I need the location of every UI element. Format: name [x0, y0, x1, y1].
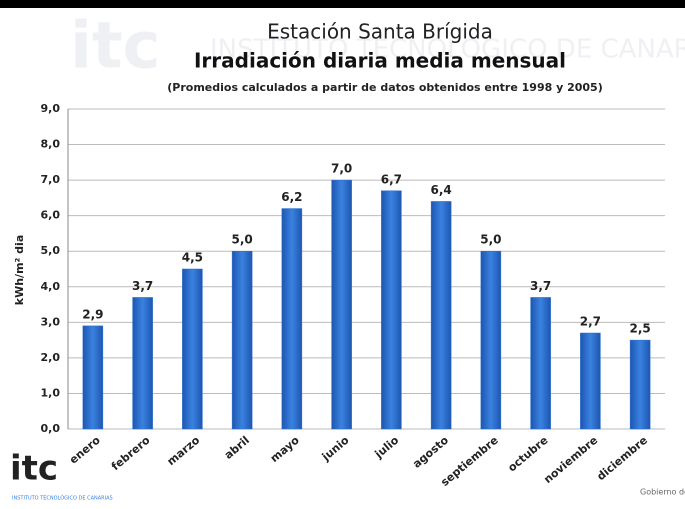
value-label: 6,2	[281, 190, 302, 204]
value-label: 3,7	[530, 279, 551, 293]
x-tick-label: abril	[222, 434, 252, 462]
watermark-logo: itc	[70, 10, 160, 84]
value-label: 7,0	[331, 162, 352, 176]
x-tick-label: octubre	[505, 434, 550, 475]
x-tick-label: mayo	[268, 433, 302, 465]
y-tick-label: 5,0	[41, 244, 61, 257]
chart-title: Estación Santa Brígida	[267, 20, 493, 44]
bar	[381, 190, 402, 430]
y-tick-label: 8,0	[41, 138, 61, 151]
y-tick-label: 6,0	[41, 209, 61, 222]
bar	[82, 325, 104, 430]
value-label: 3,7	[132, 279, 153, 293]
value-label: 2,7	[580, 315, 601, 329]
x-tick-label: diciembre	[594, 434, 650, 484]
chart-subtitle: Irradiación diaria media mensual	[194, 49, 566, 73]
y-tick-label: 7,0	[41, 173, 61, 186]
y-tick-label: 2,0	[41, 351, 61, 364]
bar	[132, 297, 153, 430]
value-label: 5,0	[480, 233, 501, 247]
government-logo: Gobierno de Canarias	[640, 488, 685, 497]
y-tick-label: 0,0	[41, 422, 61, 435]
x-tick-label: marzo	[165, 433, 203, 468]
x-tick-label: enero	[67, 433, 103, 466]
value-label: 5,0	[231, 233, 252, 247]
y-axis-label: kWh/m² dia	[13, 235, 26, 305]
value-label: 2,9	[82, 307, 103, 321]
chart-note: (Promedios calculados a partir de datos …	[167, 81, 602, 94]
logo-caption: INSTITUTO TECNOLÓGICO DE CANARIAS	[12, 495, 113, 502]
x-tick-label: febrero	[109, 433, 153, 473]
y-tick-label: 4,0	[41, 280, 61, 293]
bar	[281, 208, 303, 430]
value-label: 6,4	[430, 183, 451, 197]
y-tick-label: 9,0	[41, 102, 61, 115]
watermark-text: INSTITUTO TECNOLÓGICO DE CANARIAS	[210, 33, 685, 65]
x-tick-label: noviembre	[541, 434, 600, 486]
bar	[530, 297, 551, 430]
x-tick-label: julio	[372, 433, 402, 461]
value-label: 2,5	[629, 322, 650, 336]
bar	[629, 339, 651, 430]
bar	[331, 179, 352, 430]
bar	[430, 201, 452, 430]
y-tick-label: 3,0	[41, 315, 61, 328]
value-label: 4,5	[182, 251, 203, 265]
x-tick-label: junio	[319, 433, 352, 464]
bar	[182, 268, 203, 430]
value-label: 6,7	[381, 172, 402, 186]
x-tick-label: agosto	[410, 433, 451, 470]
top-bar	[0, 0, 685, 8]
bar	[580, 332, 601, 430]
logo: itc	[10, 449, 58, 489]
bar	[231, 250, 253, 430]
bar	[480, 250, 502, 430]
y-tick-label: 1,0	[41, 386, 61, 399]
